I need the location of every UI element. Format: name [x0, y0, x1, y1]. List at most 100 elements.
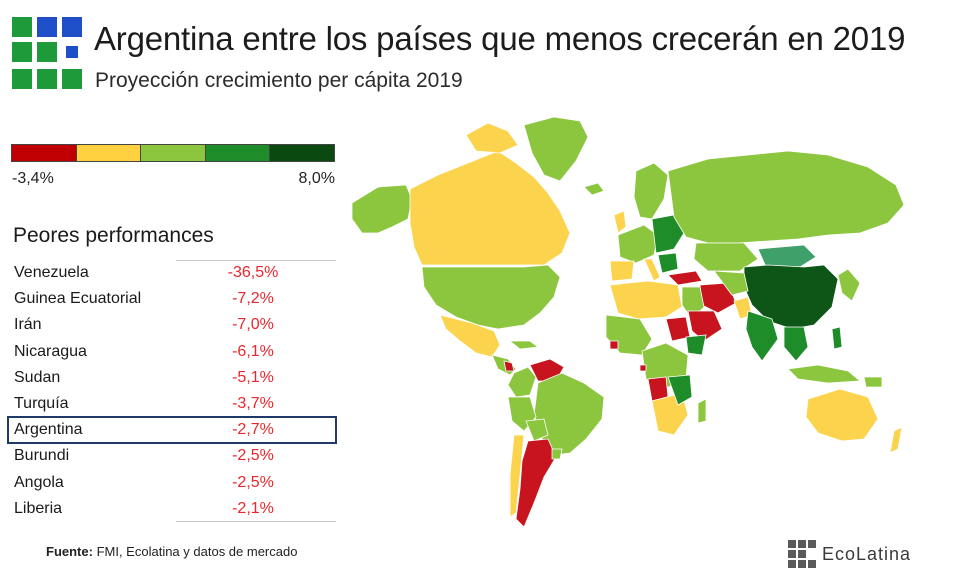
- region-kazakhstan: [693, 242, 759, 272]
- growth-value: -7,0%: [232, 316, 274, 334]
- region-philippines: [831, 326, 843, 350]
- region-iceland: [583, 182, 605, 196]
- divider: [176, 521, 336, 522]
- scale-segment: [140, 145, 205, 161]
- table-row: Sudan -5,1%: [8, 365, 336, 391]
- world-map: [348, 115, 910, 535]
- page-subtitle: Proyección crecimiento per cápita 2019: [95, 69, 463, 92]
- performance-heading: Peores performances: [13, 224, 214, 247]
- country-name: Guinea Ecuatorial: [14, 290, 142, 308]
- table-row: Burundi -2,5%: [8, 443, 336, 469]
- growth-value: -6,1%: [232, 342, 274, 360]
- region-balkans: [657, 252, 679, 274]
- page-title: Argentina entre los países que menos cre…: [94, 20, 906, 57]
- country-name: Irán: [14, 316, 42, 334]
- region-bolivia: [525, 418, 549, 442]
- region-caribbean: [508, 340, 540, 350]
- region-korea-japan: [837, 268, 861, 302]
- region-uruguay: [551, 448, 563, 460]
- logo-square: [62, 69, 82, 89]
- logo-square: [12, 69, 32, 89]
- grid-logo-icon: [788, 540, 816, 568]
- source-text: FMI, Ecolatina y datos de mercado: [96, 544, 298, 559]
- table-row: Nicaragua -6,1%: [8, 339, 336, 365]
- region-png: [863, 376, 883, 388]
- region-india: [745, 310, 779, 362]
- region-indonesia: [787, 364, 862, 384]
- divider: [176, 260, 336, 261]
- region-italy: [643, 258, 661, 282]
- logo-square: [37, 17, 57, 37]
- table-row: Venezuela -36,5%: [8, 260, 336, 286]
- performance-table: Venezuela -36,5% Guinea Ecuatorial -7,2% Irá…: [7, 260, 337, 522]
- growth-value: -2,1%: [232, 499, 274, 517]
- logo-square: [62, 17, 82, 37]
- country-name: Nicaragua: [14, 342, 87, 360]
- growth-value: -2,5%: [232, 473, 274, 491]
- logo-square: [37, 42, 57, 62]
- country-name: Burundi: [14, 447, 70, 465]
- growth-value: -7,2%: [232, 290, 274, 308]
- world-map-svg: [351, 116, 905, 528]
- region-mongolia: [757, 244, 817, 268]
- region-central-asia: [713, 270, 749, 296]
- region-liberia: [609, 340, 619, 350]
- region-arabia: [687, 310, 723, 342]
- table-row: Irán -7,0%: [8, 312, 336, 338]
- region-uk: [613, 210, 627, 234]
- logo-square: [12, 17, 32, 37]
- color-scale-legend: [11, 144, 335, 162]
- scale-min-label: -3,4%: [12, 170, 54, 187]
- region-equatorial-guinea: [639, 364, 647, 372]
- brand-name: EcoLatina: [822, 544, 912, 564]
- source-note: Fuente: FMI, Ecolatina y datos de mercad…: [46, 544, 297, 559]
- growth-value: -36,5%: [227, 264, 279, 281]
- region-argentina: [515, 438, 557, 528]
- country-name: Sudan: [14, 368, 61, 386]
- region-western-europe: [617, 224, 659, 264]
- growth-value: -2,5%: [232, 447, 274, 465]
- region-alaska: [351, 184, 413, 234]
- logo-square: [37, 69, 57, 89]
- growth-value: -5,1%: [232, 368, 274, 386]
- region-southeast-asia: [783, 326, 809, 362]
- growth-value: -3,7%: [232, 394, 274, 412]
- region-colombia: [507, 366, 537, 398]
- growth-value: -2,7%: [232, 421, 274, 439]
- region-chile: [509, 434, 525, 518]
- region-eastern-europe: [651, 214, 685, 254]
- table-row: Guinea Ecuatorial -7,2%: [8, 286, 336, 312]
- region-madagascar: [697, 398, 707, 424]
- region-scandinavia: [633, 162, 669, 220]
- region-nicaragua: [503, 360, 515, 372]
- region-north-africa: [609, 280, 683, 320]
- country-name: Angola: [14, 473, 64, 491]
- region-east-africa: [667, 374, 693, 406]
- region-russia: [667, 150, 905, 244]
- country-name: Argentina: [14, 421, 83, 439]
- table-row: Argentina -2,7%: [7, 416, 337, 445]
- scale-segment: [75, 145, 141, 161]
- region-new-zealand: [889, 426, 903, 454]
- scale-segment: [12, 145, 76, 161]
- source-label: Fuente:: [46, 544, 93, 559]
- region-iberia: [609, 260, 635, 282]
- region-greenland: [523, 116, 589, 182]
- country-name: Venezuela: [14, 264, 89, 281]
- scale-segment: [204, 145, 270, 161]
- scale-max-label: 8,0%: [298, 170, 335, 187]
- region-australia: [805, 388, 879, 442]
- country-name: Liberia: [14, 499, 63, 517]
- region-china: [743, 264, 839, 330]
- scale-segment: [269, 145, 334, 161]
- table-row: Angola -2,5%: [8, 470, 336, 496]
- region-usa: [421, 264, 561, 330]
- table-row: Turquía -3,7%: [8, 391, 336, 417]
- table-row: Liberia -2,1%: [8, 496, 336, 522]
- logo-square: [66, 46, 78, 58]
- logo-square: [12, 42, 32, 62]
- region-mexico: [439, 314, 501, 358]
- region-horn-africa: [685, 334, 707, 356]
- region-turkey: [667, 270, 703, 286]
- grid-logo-icon: [12, 17, 82, 93]
